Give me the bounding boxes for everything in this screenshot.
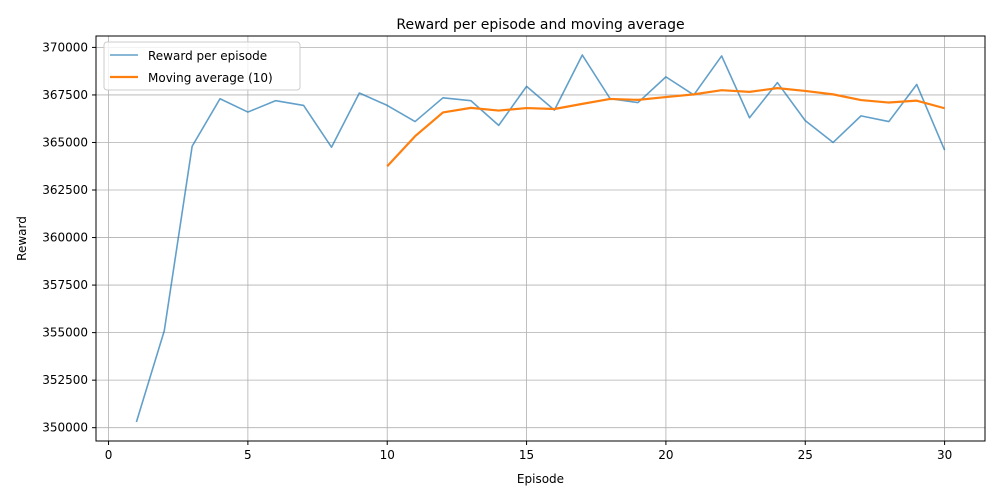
y-tick-label: 362500 <box>42 183 88 197</box>
y-tick-label: 357500 <box>42 278 88 292</box>
y-axis-label: Reward <box>15 216 29 261</box>
y-tick-label: 352500 <box>42 373 88 387</box>
grid <box>96 36 985 441</box>
x-tick-label: 15 <box>519 448 534 462</box>
y-tick-label: 350000 <box>42 421 88 435</box>
x-tick-label: 0 <box>105 448 113 462</box>
legend-label-reward: Reward per episode <box>148 49 267 63</box>
x-tick-label: 25 <box>798 448 813 462</box>
y-axis-ticks: 350000 352500 355000 357500 360000 362500 3650… <box>42 40 96 434</box>
y-tick-label: 360000 <box>42 231 88 245</box>
y-tick-label: 367500 <box>42 88 88 102</box>
y-tick-label: 370000 <box>42 40 88 54</box>
x-tick-label: 30 <box>937 448 952 462</box>
y-tick-label: 355000 <box>42 326 88 340</box>
x-tick-label: 10 <box>380 448 395 462</box>
legend: Reward per episode Moving average (10) <box>104 42 300 90</box>
x-tick-label: 5 <box>244 448 252 462</box>
x-tick-label: 20 <box>658 448 673 462</box>
x-axis-ticks: 0 5 10 15 20 25 30 <box>105 441 953 462</box>
x-axis-label: Episode <box>517 472 564 486</box>
chart-title: Reward per episode and moving average <box>396 17 684 33</box>
series-layer <box>136 55 944 422</box>
y-tick-label: 365000 <box>42 135 88 149</box>
legend-label-moving-average: Moving average (10) <box>148 71 273 85</box>
reward-per-episode-line <box>136 55 944 422</box>
